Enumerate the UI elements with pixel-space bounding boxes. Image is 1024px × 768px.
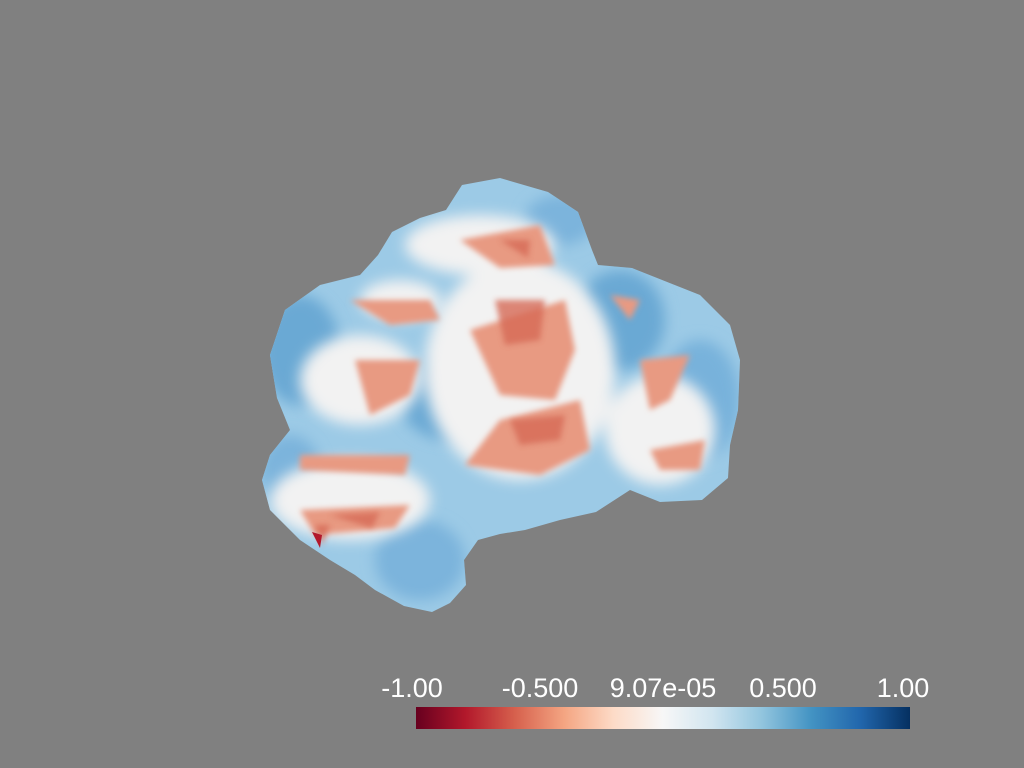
tick-label-pos-half: 0.500 [749,673,817,703]
tick-label-neg-half: -0.500 [501,673,579,703]
tick-label-max: 1.00 [876,673,930,703]
tick-label-mid: 9.07e-05 [609,673,717,703]
surface-mesh [262,178,740,612]
colormap-gradient-bar [416,707,910,729]
tick-label-min: -1.00 [381,673,443,703]
scalar-bar: -1.00 -0.500 9.07e-05 0.500 1.00 [360,672,950,742]
